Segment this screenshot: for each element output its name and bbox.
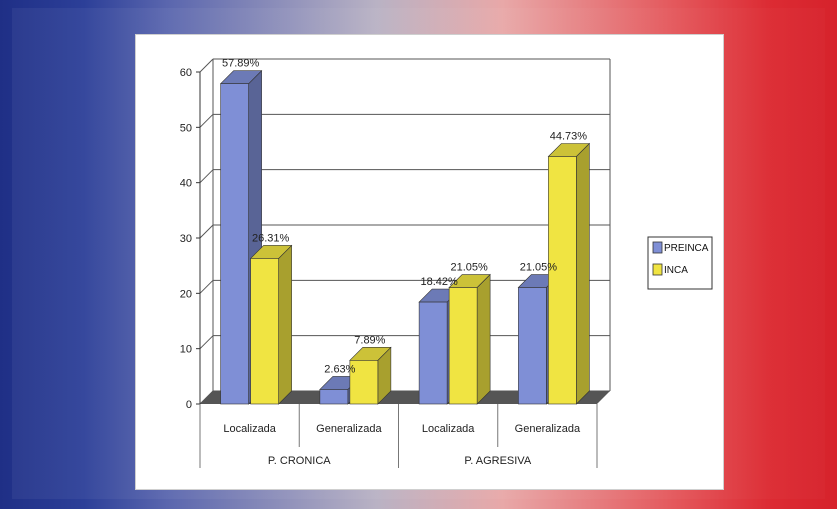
data-label: 2.63% [324,363,355,375]
data-label: 44.73% [550,130,588,142]
bar-front [418,301,448,405]
x-category-label: Generalizada [515,423,581,435]
gridline-depth [199,58,214,73]
data-labels: 57.89% 26.31% 2.63% 7.89% 18.42% 21.05% 21.05%… [222,58,587,376]
legend: PREINCA INCA [647,236,713,290]
data-label: 7.89% [354,334,385,346]
data-label: 26.31% [252,232,290,244]
group-label: P. CRONICA [268,455,331,467]
y-tick-label: 60 [180,67,192,79]
x-category-label: Generalizada [316,423,382,435]
y-tick-label: 30 [180,233,192,245]
bar-front [548,156,577,405]
x-axis-categories: Localizada Generalizada Localizada Generali… [199,404,598,468]
group-label: P. AGRESIVA [464,455,532,467]
bar-preinca-0 [219,69,263,405]
bar-front [349,360,379,405]
gridline-depth [199,169,214,184]
y-tick-label: 50 [180,122,192,134]
bar-front [448,287,478,405]
gridline-depth [199,113,214,128]
data-label: 18.42% [420,276,458,288]
bar-front [518,287,547,405]
y-tick-label: 40 [180,178,192,190]
legend-swatch-inca [652,263,663,276]
x-category-label: Localizada [223,423,276,435]
floor [200,391,610,404]
legend-label-preinca: PREINCA [664,243,709,254]
legend-swatch-preinca [652,241,663,254]
gridline-depth [199,224,214,239]
y-tick-label: 20 [180,288,192,300]
y-axis: 0 10 20 30 40 50 60 [180,67,201,411]
gridline-depth [199,335,214,350]
data-label: 21.05% [520,262,558,274]
gridline-depth [199,279,214,294]
legend-label-inca: INCA [664,265,688,276]
bar-inca-1 [349,346,392,405]
bar-inca-0 [249,244,293,405]
y-tick-label: 0 [186,399,192,411]
x-category-label: Localizada [422,423,475,435]
bar-side [278,244,292,405]
bars [219,69,591,405]
bar-inca-3 [547,142,591,405]
bar-front [220,83,249,405]
bar-inca-2 [448,273,491,405]
y-tick-label: 10 [180,344,192,356]
bar-side [476,273,491,405]
bar-front [319,389,349,405]
data-label: 57.89% [222,58,260,70]
data-label: 21.05% [450,262,488,274]
bar-front [250,258,279,405]
bar-side [576,142,590,405]
